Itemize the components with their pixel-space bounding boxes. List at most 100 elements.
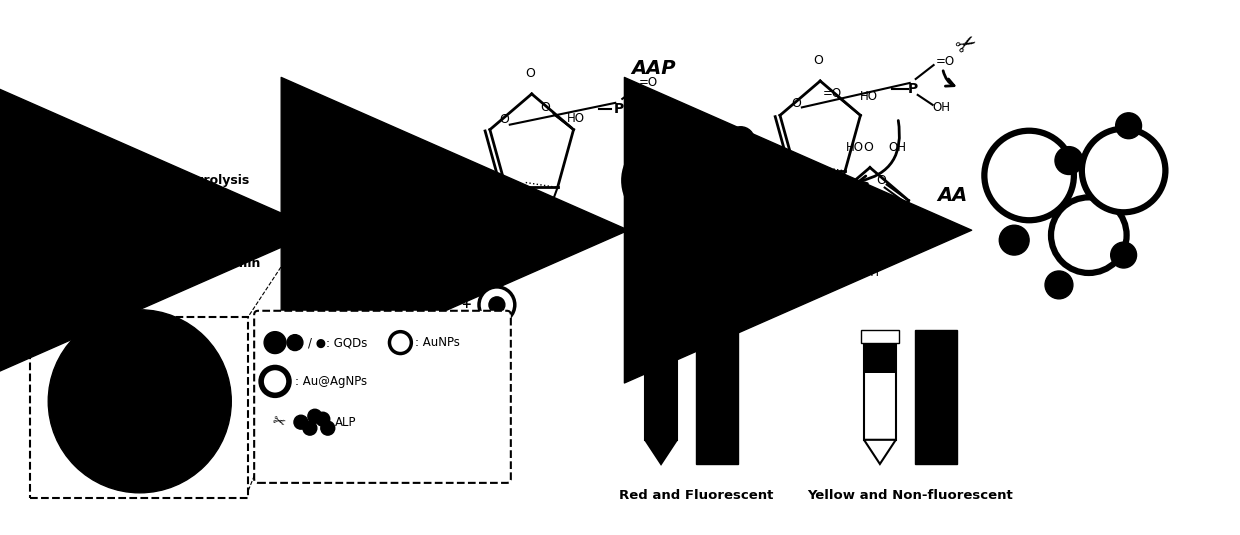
Circle shape [727, 127, 755, 155]
Bar [696, 330, 738, 464]
Text: O: O [498, 113, 508, 126]
Circle shape [82, 133, 91, 141]
Bar [645, 343, 677, 440]
Circle shape [321, 421, 335, 435]
Text: Ag⁺: Ag⁺ [694, 211, 719, 224]
Circle shape [294, 415, 308, 429]
Text: ALP: ALP [335, 416, 356, 429]
Bar [915, 330, 956, 464]
Circle shape [48, 310, 232, 493]
Text: OH: OH [537, 245, 554, 258]
Circle shape [88, 150, 95, 158]
Polygon shape [864, 440, 895, 464]
Text: Yellow and Non-fluorescent: Yellow and Non-fluorescent [807, 489, 1013, 502]
Text: cysteine: cysteine [30, 323, 86, 336]
Circle shape [742, 251, 770, 279]
Text: OH: OH [932, 101, 951, 114]
Bar [864, 343, 895, 440]
Text: Ag⁺: Ag⁺ [707, 164, 730, 177]
Circle shape [1052, 197, 1127, 273]
Text: Red and Fluorescent: Red and Fluorescent [619, 489, 773, 502]
Text: OH: OH [826, 189, 844, 202]
Circle shape [649, 109, 673, 133]
Text: OH: OH [889, 141, 906, 154]
Circle shape [77, 137, 86, 146]
Circle shape [329, 201, 357, 229]
Circle shape [317, 241, 348, 273]
Text: 240℃, 10 min: 240℃, 10 min [162, 256, 260, 270]
Circle shape [479, 287, 515, 323]
Text: P: P [614, 102, 625, 116]
Circle shape [682, 276, 709, 304]
Circle shape [77, 144, 84, 152]
Circle shape [262, 368, 289, 395]
Text: HO: HO [567, 112, 584, 125]
Text: AA: AA [937, 186, 968, 205]
Circle shape [82, 291, 89, 299]
Text: Ag⁺ +: Ag⁺ + [433, 299, 472, 311]
Text: O: O [541, 101, 551, 114]
Circle shape [314, 154, 347, 187]
Circle shape [83, 139, 95, 152]
Bar [372, 171, 444, 280]
Circle shape [1045, 271, 1073, 299]
Circle shape [345, 264, 371, 290]
Circle shape [346, 175, 370, 200]
Text: OH: OH [846, 180, 864, 193]
Bar [861, 330, 899, 343]
Circle shape [316, 412, 330, 426]
Circle shape [93, 146, 102, 154]
Circle shape [69, 292, 77, 299]
Text: OH: OH [861, 266, 879, 279]
Circle shape [683, 208, 759, 283]
Circle shape [985, 131, 1074, 220]
Text: =O: =O [823, 87, 842, 100]
Circle shape [73, 284, 86, 296]
Circle shape [352, 222, 373, 244]
Circle shape [303, 421, 317, 435]
Circle shape [93, 139, 102, 147]
Text: OH: OH [482, 208, 501, 220]
Text: Ag⁺: Ag⁺ [491, 242, 512, 255]
Bar [866, 343, 895, 373]
Text: O: O [863, 141, 873, 154]
Circle shape [78, 278, 86, 286]
Circle shape [1111, 242, 1137, 268]
Circle shape [76, 294, 83, 302]
Circle shape [89, 134, 98, 142]
Text: OH: OH [791, 189, 810, 202]
Text: OH: OH [533, 207, 551, 220]
Circle shape [71, 279, 79, 287]
Text: / ●: GQDs: / ●: GQDs [308, 336, 367, 349]
Text: =O: =O [639, 77, 658, 89]
FancyBboxPatch shape [30, 317, 248, 498]
Circle shape [81, 149, 89, 158]
Text: Ag⁺: Ag⁺ [637, 191, 661, 204]
Bar [642, 330, 680, 343]
Text: HO: HO [859, 90, 878, 103]
Text: HO: HO [846, 141, 864, 154]
Circle shape [999, 225, 1029, 255]
Text: Pyrolysis: Pyrolysis [187, 174, 250, 187]
Text: : Au@AgNPs: : Au@AgNPs [295, 375, 367, 388]
Text: O: O [525, 67, 534, 80]
Text: O: O [791, 97, 801, 110]
Circle shape [1081, 129, 1166, 212]
Circle shape [389, 332, 412, 354]
Circle shape [308, 409, 322, 423]
Text: P: P [908, 82, 918, 96]
Text: AAP: AAP [631, 58, 676, 78]
Circle shape [489, 297, 505, 313]
Text: ✂: ✂ [952, 29, 982, 61]
Text: : AuNPs: : AuNPs [415, 336, 460, 349]
FancyBboxPatch shape [254, 311, 511, 483]
Polygon shape [645, 440, 677, 464]
Circle shape [83, 284, 91, 291]
Text: ✂: ✂ [270, 413, 288, 431]
Text: =O: =O [936, 55, 955, 67]
Text: O: O [813, 54, 823, 67]
Circle shape [720, 146, 800, 225]
Text: HO: HO [816, 242, 835, 255]
Circle shape [286, 335, 303, 350]
Text: O: O [875, 174, 885, 187]
